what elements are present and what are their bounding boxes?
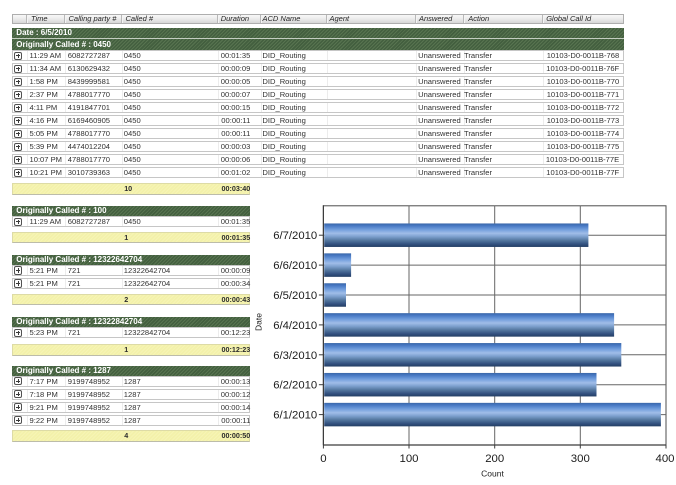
svg-text:400: 400 — [655, 453, 674, 465]
svg-text:100: 100 — [399, 453, 418, 465]
svg-text:200: 200 — [485, 453, 504, 465]
svg-text:6/2/2010: 6/2/2010 — [273, 380, 317, 392]
svg-text:0: 0 — [320, 453, 326, 465]
svg-text:6/6/2010: 6/6/2010 — [273, 260, 317, 272]
svg-text:6/5/2010: 6/5/2010 — [273, 290, 317, 302]
svg-text:6/7/2010: 6/7/2010 — [273, 230, 317, 242]
svg-text:6/1/2010: 6/1/2010 — [273, 410, 317, 422]
svg-text:Count: Count — [481, 469, 504, 479]
svg-text:6/3/2010: 6/3/2010 — [273, 350, 317, 362]
svg-text:6/4/2010: 6/4/2010 — [273, 320, 317, 332]
svg-text:300: 300 — [571, 453, 590, 465]
svg-text:Date: Date — [254, 313, 264, 331]
